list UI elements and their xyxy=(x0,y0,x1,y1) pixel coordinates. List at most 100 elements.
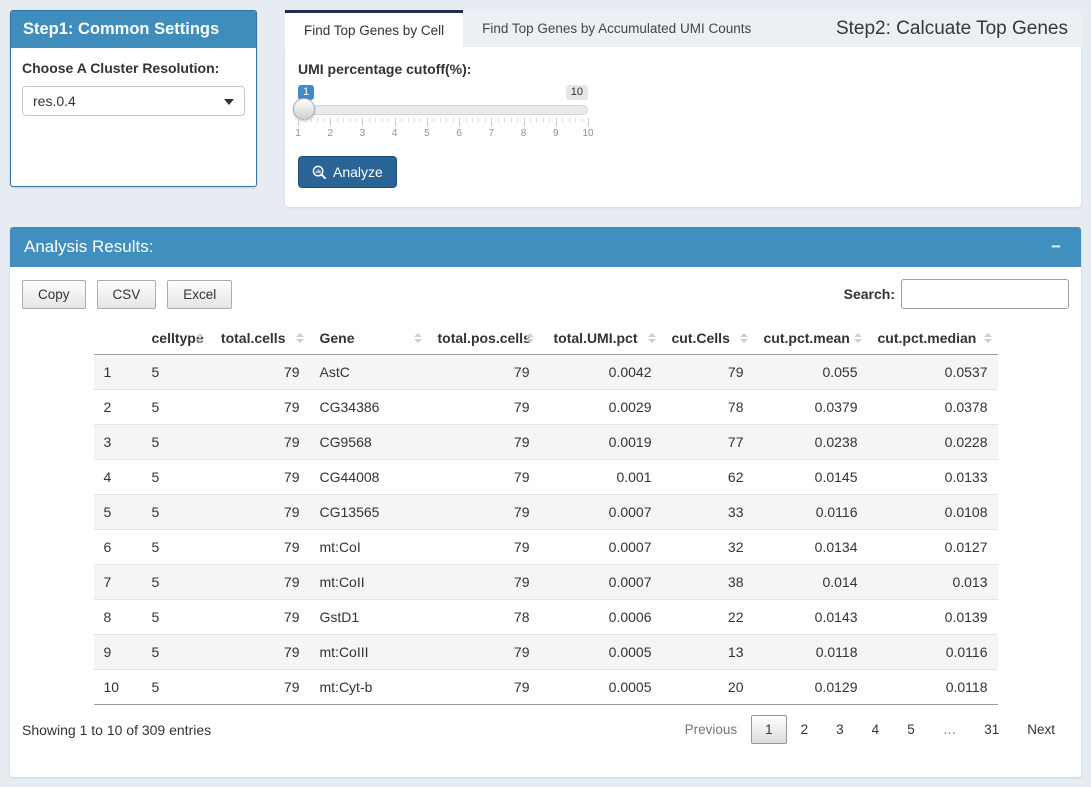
slider-minor-tick xyxy=(498,118,499,122)
slider-minor-tick xyxy=(530,118,531,122)
step1-panel-title: Step1: Common Settings xyxy=(11,11,256,48)
column-header-label: total.pos.cells xyxy=(438,330,531,346)
page-button-4[interactable]: 4 xyxy=(858,715,894,744)
slider-minor-tick xyxy=(536,118,537,122)
slider-handle[interactable] xyxy=(293,98,315,120)
cell-celltype: 5 xyxy=(142,530,210,565)
cluster-resolution-select[interactable]: res.0.4 xyxy=(22,86,245,116)
table-row: 10579mt:Cyt-b790.0005200.01290.0118 xyxy=(94,670,998,705)
cell-total-cells: 79 xyxy=(210,390,310,425)
column-header-total-cells[interactable]: total.cells xyxy=(210,322,310,355)
slider-minor-tick xyxy=(517,118,518,122)
cell-total-pos-cells: 79 xyxy=(428,565,540,600)
slider-minor-tick xyxy=(472,118,473,122)
cell-total-pos-cells: 79 xyxy=(428,390,540,425)
cell-total-pos-cells: 79 xyxy=(428,670,540,705)
cell-total-umi-pct: 0.0007 xyxy=(540,495,662,530)
cell-celltype: 5 xyxy=(142,355,210,390)
results-table: celltype total.cells Gene total.pos.cells to… xyxy=(94,322,998,705)
slider-minor-tick xyxy=(453,118,454,122)
slider-minor-tick xyxy=(382,118,383,122)
sort-desc-icon xyxy=(526,339,534,343)
slider-tick-label: 3 xyxy=(360,128,366,139)
column-header-celltype[interactable]: celltype xyxy=(142,322,210,355)
slider-minor-tick xyxy=(408,118,409,122)
cell-celltype: 5 xyxy=(142,565,210,600)
cell-gene: GstD1 xyxy=(310,600,428,635)
cell-cut-pct-mean: 0.0143 xyxy=(754,600,868,635)
sort-asc-icon xyxy=(414,333,422,337)
cell-gene: CG44008 xyxy=(310,460,428,495)
csv-button[interactable]: CSV xyxy=(97,280,157,309)
tab-find-top-genes-by-cell[interactable]: Find Top Genes by Cell xyxy=(285,10,463,47)
umi-cutoff-slider: 1 10 12345678910 xyxy=(298,85,588,143)
column-header-total-pos-cells[interactable]: total.pos.cells xyxy=(428,322,540,355)
slider-minor-tick xyxy=(575,118,576,122)
sort-asc-icon xyxy=(296,333,304,337)
table-row: 5579CG13565790.0007330.01160.0108 xyxy=(94,495,998,530)
cell-total-cells: 79 xyxy=(210,495,310,530)
slider-minor-tick xyxy=(324,118,325,122)
cell-cut-pct-median: 0.0228 xyxy=(868,425,998,460)
slider-tick-label: 4 xyxy=(392,128,398,139)
column-header-cut-cells[interactable]: cut.Cells xyxy=(662,322,754,355)
cell-cut-pct-mean: 0.0379 xyxy=(754,390,868,425)
cell-rownum: 2 xyxy=(94,390,142,425)
page-button-3[interactable]: 3 xyxy=(822,715,858,744)
copy-button[interactable]: Copy xyxy=(22,280,86,309)
slider-track[interactable] xyxy=(298,105,588,115)
excel-button[interactable]: Excel xyxy=(167,280,232,309)
column-header-label: total.cells xyxy=(221,330,286,346)
table-row: 9579mt:CoIII790.0005130.01180.0116 xyxy=(94,635,998,670)
slider-minor-tick xyxy=(350,118,351,122)
collapse-minus-icon[interactable]: − xyxy=(1045,237,1067,257)
page-button-31[interactable]: 31 xyxy=(970,715,1013,744)
previous-page-button[interactable]: Previous xyxy=(671,715,752,744)
cell-rownum: 10 xyxy=(94,670,142,705)
analysis-results-panel: Analysis Results: − CopyCSVExcel Search:… xyxy=(10,227,1081,777)
cell-gene: mt:CoI xyxy=(310,530,428,565)
slider-minor-tick xyxy=(311,118,312,122)
cell-total-pos-cells: 79 xyxy=(428,355,540,390)
column-header-total-umi-pct[interactable]: total.UMI.pct xyxy=(540,322,662,355)
cell-total-umi-pct: 0.0005 xyxy=(540,635,662,670)
column-header-cut-pct-median[interactable]: cut.pct.median xyxy=(868,322,998,355)
cell-celltype: 5 xyxy=(142,390,210,425)
cell-gene: CG9568 xyxy=(310,425,428,460)
column-header-gene[interactable]: Gene xyxy=(310,322,428,355)
cell-rownum: 4 xyxy=(94,460,142,495)
cell-total-cells: 79 xyxy=(210,635,310,670)
cell-total-umi-pct: 0.0029 xyxy=(540,390,662,425)
slider-minor-tick xyxy=(478,118,479,122)
table-row: 3579CG9568790.0019770.02380.0228 xyxy=(94,425,998,460)
next-page-button[interactable]: Next xyxy=(1013,715,1069,744)
cell-celltype: 5 xyxy=(142,635,210,670)
page-button-5[interactable]: 5 xyxy=(893,715,929,744)
search-input[interactable] xyxy=(901,279,1069,309)
page-button-2[interactable]: 2 xyxy=(787,715,823,744)
cell-cut-cells: 78 xyxy=(662,390,754,425)
cell-cut-pct-median: 0.0378 xyxy=(868,390,998,425)
slider-minor-tick xyxy=(446,118,447,122)
cell-cut-cells: 38 xyxy=(662,565,754,600)
column-header-label: cut.Cells xyxy=(672,330,730,346)
table-row: 6579mt:CoI790.0007320.01340.0127 xyxy=(94,530,998,565)
cell-total-umi-pct: 0.0006 xyxy=(540,600,662,635)
slider-tick-label: 9 xyxy=(553,128,559,139)
slider-minor-tick xyxy=(304,118,305,122)
page-button-1[interactable]: 1 xyxy=(751,715,787,744)
cell-cut-cells: 20 xyxy=(662,670,754,705)
slider-minor-tick xyxy=(317,118,318,122)
tab-find-top-genes-by-accumulated-umi-counts[interactable]: Find Top Genes by Accumulated UMI Counts xyxy=(463,10,770,47)
cell-cut-cells: 62 xyxy=(662,460,754,495)
column-header-cut-pct-mean[interactable]: cut.pct.mean xyxy=(754,322,868,355)
table-row: 4579CG44008790.001620.01450.0133 xyxy=(94,460,998,495)
step1-panel: Step1: Common Settings Choose A Cluster … xyxy=(10,10,257,187)
cell-rownum: 6 xyxy=(94,530,142,565)
table-row: 8579GstD1780.0006220.01430.0139 xyxy=(94,600,998,635)
analyze-button[interactable]: Analyze xyxy=(298,156,397,188)
cell-total-cells: 79 xyxy=(210,600,310,635)
cell-total-umi-pct: 0.0007 xyxy=(540,565,662,600)
sort-asc-icon xyxy=(854,333,862,337)
slider-minor-tick xyxy=(414,118,415,122)
